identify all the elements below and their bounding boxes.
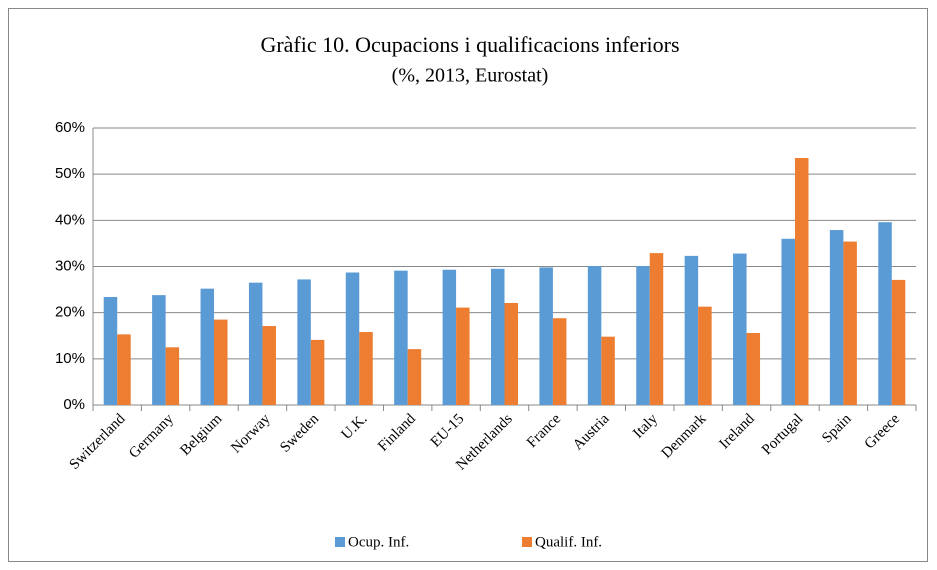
bar — [310, 339, 325, 405]
legend-swatch — [335, 537, 345, 547]
legend-label: Ocup. Inf. — [348, 534, 409, 550]
bar — [214, 319, 228, 405]
bar — [407, 349, 422, 405]
chart-frame — [8, 8, 928, 562]
bar — [733, 253, 747, 405]
bar — [200, 288, 215, 405]
bar — [684, 255, 699, 405]
bar — [843, 241, 857, 405]
bar — [359, 332, 373, 405]
y-tick-label: 0% — [63, 396, 85, 413]
bar — [636, 266, 650, 405]
chart-title: Gràfic 10. Ocupacions i qualificacions i… — [260, 32, 679, 57]
bar — [103, 296, 118, 405]
y-tick-label: 10% — [55, 350, 85, 367]
bar — [152, 295, 166, 405]
y-tick-label: 30% — [55, 257, 85, 274]
y-tick-label: 20% — [55, 304, 85, 321]
bar — [649, 253, 664, 405]
bar — [491, 268, 505, 405]
y-tick-label: 60% — [55, 119, 85, 136]
bar — [698, 306, 712, 405]
bar — [587, 266, 602, 405]
bar — [794, 158, 809, 405]
bar — [601, 336, 615, 405]
bar — [345, 272, 360, 405]
bar — [891, 279, 906, 405]
chart-subtitle: (%, 2013, Eurostat) — [392, 65, 549, 87]
y-tick-label: 40% — [55, 211, 85, 228]
bar — [781, 238, 795, 405]
bar — [539, 267, 553, 405]
bar — [262, 326, 276, 405]
bar — [504, 302, 518, 405]
bar — [878, 222, 892, 405]
legend-swatch — [522, 537, 532, 547]
bar — [456, 307, 470, 405]
bar — [117, 334, 131, 405]
bar — [297, 279, 311, 405]
legend-label: Qualif. Inf. — [535, 534, 602, 550]
bar — [442, 269, 457, 405]
bar — [746, 332, 761, 405]
bar — [248, 282, 263, 405]
bar — [394, 270, 408, 405]
y-tick-label: 50% — [55, 165, 85, 182]
bar — [165, 347, 180, 405]
bar — [552, 318, 567, 405]
bar — [829, 230, 844, 405]
